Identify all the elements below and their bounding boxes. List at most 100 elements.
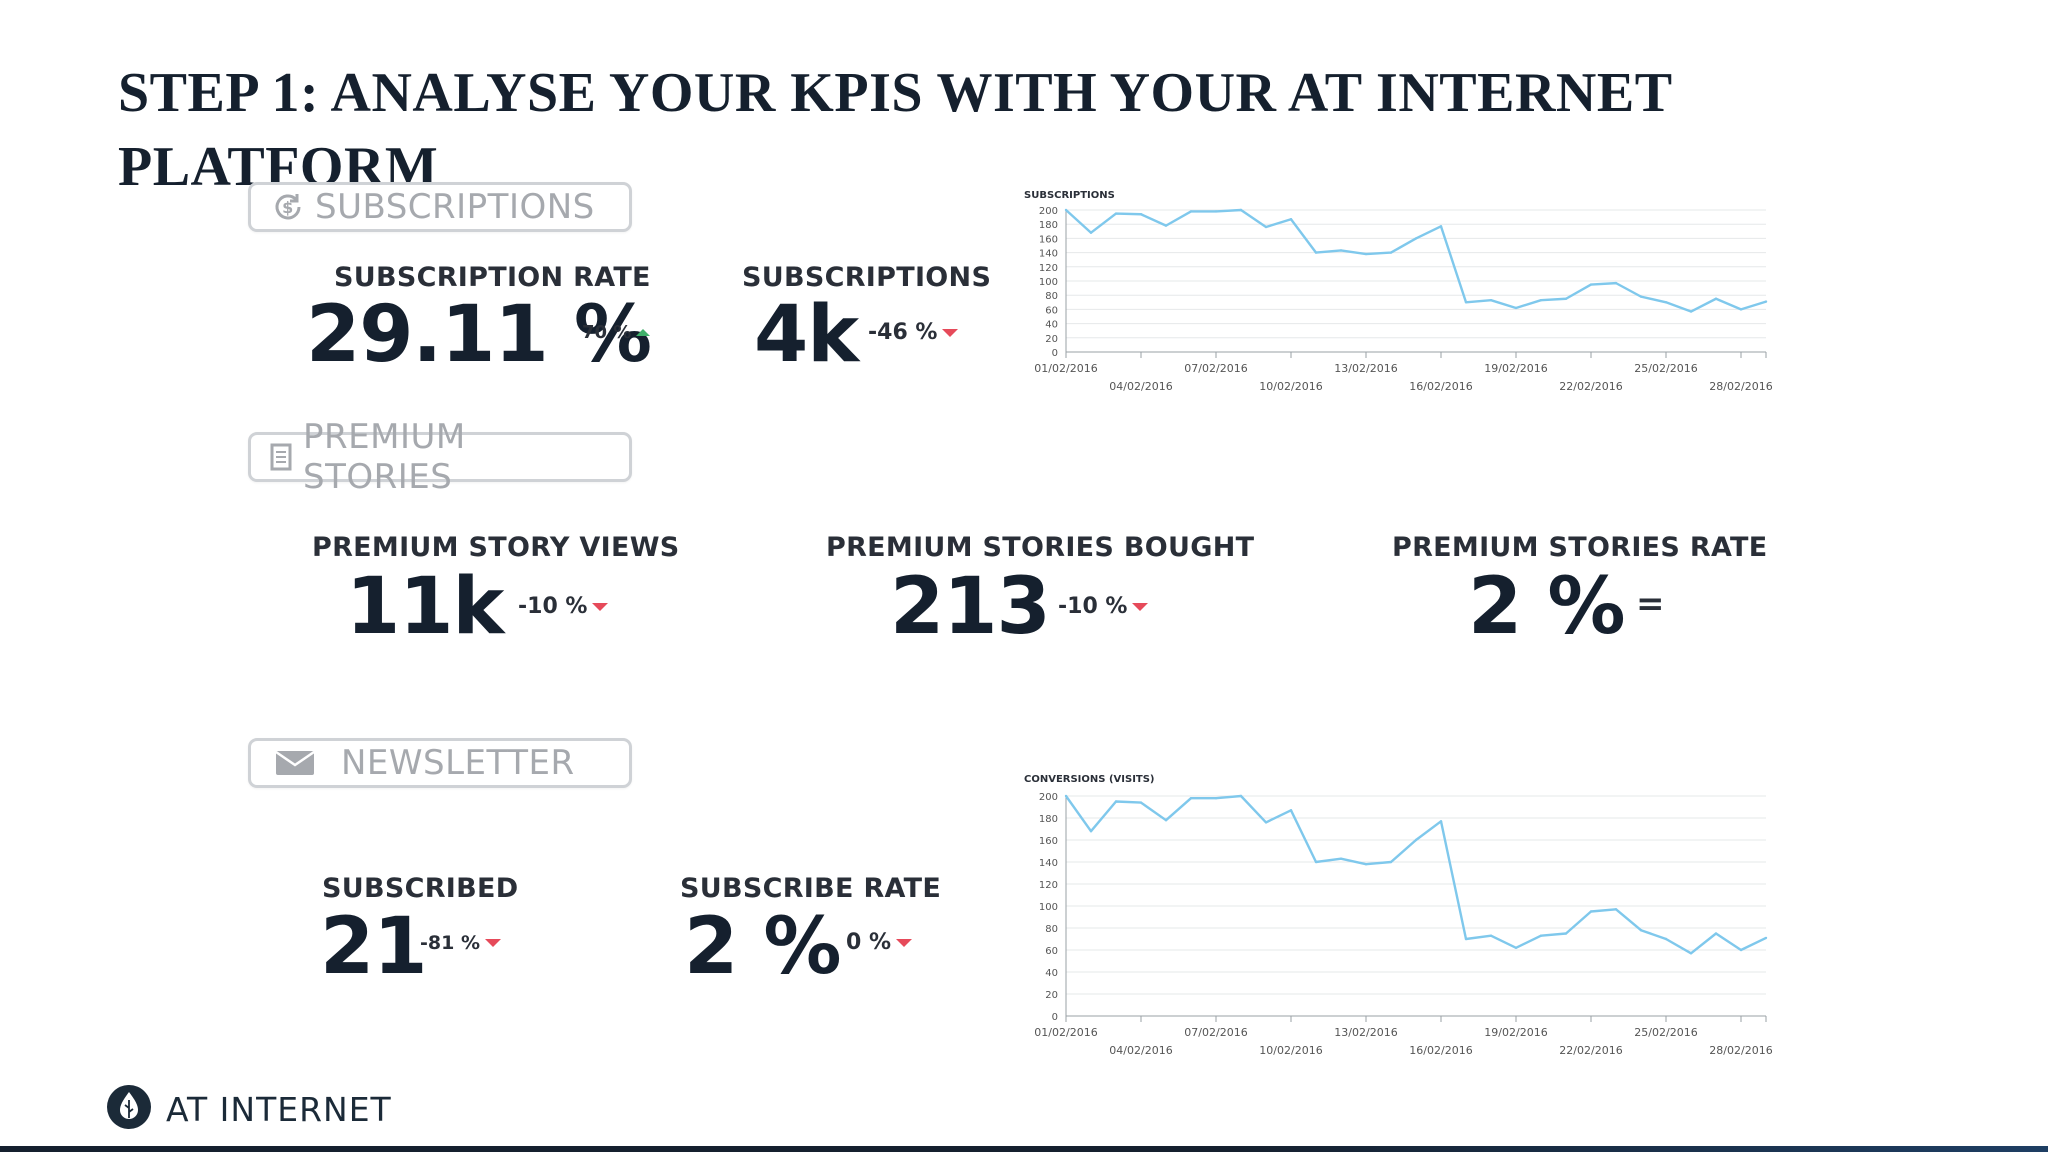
- data-point: [1439, 820, 1443, 823]
- data-point: [1564, 297, 1568, 300]
- subscriptions-line-chart: SUBSCRIPTIONS 0 20 40 60 80 100 120 140 160 180 200…: [1024, 190, 1773, 393]
- data-point: [1289, 218, 1293, 221]
- x-tick-label: 22/02/2016: [1559, 1044, 1622, 1057]
- x-tick-label: 28/02/2016: [1709, 380, 1772, 393]
- data-point: [1539, 934, 1543, 937]
- x-tick-label: 28/02/2016: [1709, 1044, 1772, 1057]
- data-point: [1439, 225, 1443, 228]
- x-tick-label: 13/02/2016: [1334, 1026, 1397, 1039]
- kpi-value-subscriptions: 4k: [754, 290, 859, 380]
- x-tick-label: 07/02/2016: [1184, 1026, 1247, 1039]
- conversions-line-chart: CONVERSIONS (VISITS) 0 20 40 60 80 100 120 140 16…: [1024, 774, 1773, 1057]
- data-point: [1239, 794, 1243, 798]
- y-tick-label: 200: [1039, 206, 1058, 217]
- kpi-delta-premium-stories-rate: =: [1624, 584, 1665, 624]
- data-point: [1414, 838, 1418, 842]
- data-point: [1589, 283, 1593, 286]
- data-point: [1364, 863, 1368, 866]
- x-tick-label: 10/02/2016: [1259, 1044, 1322, 1057]
- data-point: [1389, 251, 1393, 254]
- kpi-delta-premium-stories-bought: -10 %: [1058, 594, 1149, 619]
- y-tick-label: 120: [1039, 880, 1058, 891]
- data-point: [1264, 225, 1268, 229]
- x-tick-label: 01/02/2016: [1034, 362, 1097, 375]
- y-tick-label: 100: [1039, 277, 1058, 288]
- y-tick-label: 160: [1039, 836, 1058, 847]
- x-tick-label: 04/02/2016: [1109, 380, 1172, 393]
- data-point: [1189, 797, 1193, 800]
- data-point: [1614, 908, 1618, 911]
- data-point: [1289, 809, 1293, 812]
- y-tick-label: 140: [1039, 858, 1058, 869]
- data-point: [1339, 857, 1343, 860]
- data-point: [1139, 801, 1143, 804]
- x-tick-label: 16/02/2016: [1409, 1044, 1472, 1057]
- y-tick-label: 40: [1045, 320, 1058, 331]
- y-tick-label: 60: [1045, 946, 1058, 957]
- x-tick-label: 25/02/2016: [1634, 1026, 1697, 1039]
- x-tick-label: 01/02/2016: [1034, 1026, 1097, 1039]
- data-point: [1189, 210, 1193, 213]
- data-point: [1064, 794, 1068, 798]
- data-point: [1114, 800, 1118, 803]
- x-tick-label: 19/02/2016: [1484, 362, 1547, 375]
- x-tick-label: 13/02/2016: [1334, 362, 1397, 375]
- y-tick-label: 20: [1045, 990, 1058, 1001]
- x-tick-label: 04/02/2016: [1109, 1044, 1172, 1057]
- document-icon: [269, 441, 295, 473]
- data-point: [1364, 252, 1368, 256]
- section-pill-premium-stories: PREMIUM STORIES: [248, 417, 632, 497]
- data-point: [1164, 224, 1168, 227]
- data-point: [1739, 308, 1743, 311]
- delta-text: 70 %: [582, 322, 632, 343]
- kpi-delta-subscriptions: -46 %: [868, 320, 959, 345]
- y-tick-label: 140: [1039, 249, 1058, 260]
- data-point: [1489, 298, 1493, 302]
- series-line: [1065, 794, 1767, 955]
- section-pill-newsletter: NEWSLETTER: [248, 738, 632, 788]
- bottom-bar: [0, 1146, 2048, 1152]
- data-point: [1339, 249, 1343, 252]
- delta-text: -10 %: [1058, 594, 1128, 619]
- section-pill-subscriptions: $ SUBSCRIPTIONS: [248, 182, 632, 232]
- data-point: [1239, 208, 1243, 212]
- kpi-delta-subscribed: -81 %: [420, 932, 501, 954]
- x-tick-label: 22/02/2016: [1559, 380, 1622, 393]
- data-point: [1689, 310, 1693, 313]
- svg-text:$: $: [282, 198, 294, 217]
- chart-title: SUBSCRIPTIONS: [1024, 190, 1115, 201]
- delta-text: 0 %: [846, 930, 892, 955]
- section-label: NEWSLETTER: [341, 743, 575, 783]
- envelope-icon: [275, 750, 315, 776]
- trend-down-icon: [484, 939, 501, 947]
- kpi-label-premium-stories-bought: PREMIUM STORIES BOUGHT: [826, 532, 1255, 563]
- data-point: [1539, 298, 1543, 302]
- data-point: [1739, 948, 1743, 952]
- kpi-label-subscriptions: SUBSCRIPTIONS: [742, 262, 992, 293]
- leaf-drop-icon: [106, 1084, 152, 1134]
- delta-text: -10 %: [518, 594, 588, 619]
- data-point: [1714, 932, 1718, 935]
- data-point: [1514, 306, 1518, 310]
- data-point: [1264, 821, 1268, 824]
- subscriptions-chart: SUBSCRIPTIONS 0 20 40 60 80 100 120 140 160 180 200…: [1018, 184, 1788, 404]
- data-point: [1139, 213, 1143, 216]
- series-line: [1065, 208, 1767, 313]
- kpi-delta-subscribe-rate: 0 %: [846, 930, 913, 955]
- footer-logo: AT INTERNET: [106, 1084, 392, 1134]
- data-point: [1589, 910, 1593, 913]
- refresh-dollar-icon: $: [269, 188, 307, 226]
- y-tick-label: 160: [1039, 234, 1058, 245]
- y-tick-label: 60: [1045, 305, 1058, 316]
- chart-title: CONVERSIONS (VISITS): [1024, 774, 1155, 785]
- conversions-chart: CONVERSIONS (VISITS) 0 20 40 60 80 100 120 140 16…: [1018, 768, 1788, 1068]
- data-point: [1464, 301, 1468, 304]
- kpi-label-subscribe-rate: SUBSCRIBE RATE: [680, 873, 942, 904]
- delta-text: -81 %: [420, 932, 480, 954]
- trend-down-icon: [942, 328, 959, 337]
- kpi-label-premium-story-views: PREMIUM STORY VIEWS: [312, 532, 680, 563]
- y-tick-label: 180: [1039, 220, 1058, 231]
- x-tick-label: 19/02/2016: [1484, 1026, 1547, 1039]
- data-point: [1089, 231, 1093, 234]
- section-label: SUBSCRIPTIONS: [315, 187, 595, 227]
